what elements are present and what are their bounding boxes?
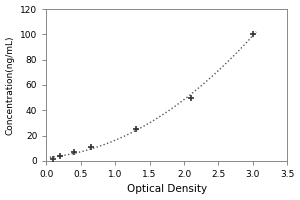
Y-axis label: Concentration(ng/mL): Concentration(ng/mL) xyxy=(6,35,15,135)
X-axis label: Optical Density: Optical Density xyxy=(127,184,207,194)
